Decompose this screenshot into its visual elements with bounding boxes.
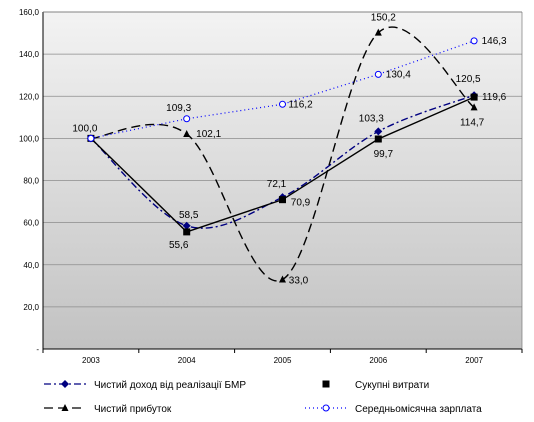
y-tick-label: -	[36, 345, 39, 354]
y-tick-label: 40,0	[23, 261, 39, 270]
y-tick-label: 80,0	[23, 177, 39, 186]
series-1-point	[374, 135, 382, 143]
series-2-point	[183, 129, 191, 137]
data-label: 100,0	[72, 123, 97, 134]
data-label: 33,0	[289, 275, 309, 286]
series-1-point	[279, 196, 286, 204]
data-label: 99,7	[374, 149, 394, 160]
series-2-point	[374, 28, 382, 36]
series-2-point	[470, 103, 478, 111]
data-label: 102,1	[196, 129, 221, 140]
x-tick-label: 2005	[274, 356, 292, 365]
data-label: 55,6	[169, 240, 189, 251]
series-line-0	[90, 94, 475, 229]
legend-marker	[61, 404, 69, 411]
series-line-2	[90, 26, 475, 282]
data-label: 146,3	[482, 36, 507, 47]
x-tick-label: 2006	[369, 356, 387, 365]
y-tick-label: 60,0	[23, 219, 39, 228]
y-tick-label: 120,0	[19, 92, 40, 101]
series-3-point	[279, 100, 286, 108]
y-tick-label: 160,0	[19, 8, 40, 17]
x-tick-label: 2004	[178, 356, 196, 365]
legend-label: Чистий прибуток	[94, 403, 172, 415]
series-3-point	[374, 70, 382, 78]
y-tick-label: 20,0	[23, 303, 39, 312]
data-label: 119,6	[482, 92, 507, 103]
y-tick-label: 140,0	[19, 50, 40, 59]
data-label: 116,2	[288, 99, 313, 110]
data-labels: 100,0 58,5 72,1 103,3 120,5 55,6 70,9 99,7 119,6…	[72, 13, 507, 287]
series-3-point	[183, 115, 191, 123]
series-0-point	[182, 221, 191, 230]
data-label: 70,9	[291, 198, 311, 209]
data-label: 150,2	[371, 13, 396, 24]
series-line-3	[90, 40, 475, 139]
data-label: 103,3	[359, 113, 384, 124]
data-label: 109,3	[166, 103, 191, 114]
series-2-point	[279, 275, 286, 283]
y-tick-label: 100,0	[19, 134, 40, 143]
data-label: 120,5	[456, 74, 481, 85]
series-1-point	[183, 228, 191, 236]
x-tick-label: 2007	[465, 356, 483, 365]
legend-label: Середньомісячна зарплата	[355, 404, 482, 415]
series-1-point	[470, 93, 478, 101]
legend: Чистий доход від реалізації БМР Сукупні в…	[44, 380, 482, 415]
legend-label: Чистий доход від реалізації БМР	[94, 380, 246, 391]
data-label: 72,1	[267, 179, 287, 190]
data-label: 114,7	[460, 117, 485, 128]
data-label: 58,5	[179, 210, 199, 221]
series-markers	[86, 28, 479, 283]
series-0-point	[374, 127, 383, 136]
legend-marker	[322, 380, 330, 388]
series-3-point	[470, 37, 478, 45]
legend-label: Сукупні витрати	[355, 380, 429, 391]
legend-marker	[61, 380, 69, 388]
series-3-point	[87, 134, 95, 142]
x-tick-label: 2003	[82, 356, 100, 365]
data-label: 130,4	[386, 69, 411, 80]
axes: - 20,0 40,0 60,0 80,0 100,0 120,0 140,0 160,0 200…	[19, 8, 523, 365]
legend-marker	[322, 404, 330, 412]
